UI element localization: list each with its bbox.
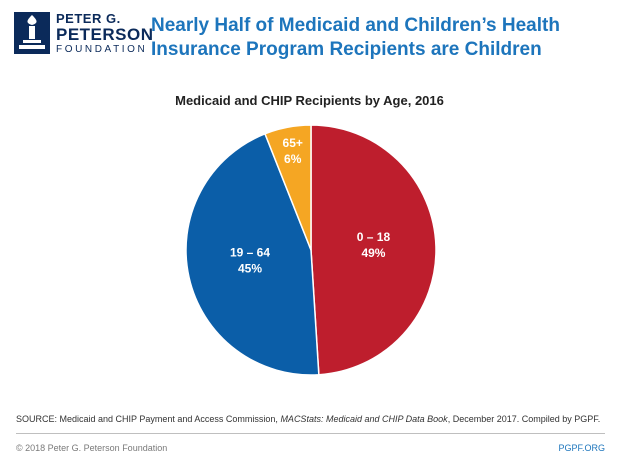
- pie-slice-19-64: [185, 132, 320, 376]
- slice-label-0-18: 0 – 18: [357, 230, 391, 244]
- source-note: SOURCE: Medicaid and CHIP Payment and Ac…: [16, 414, 606, 424]
- slice-value-19-64: 45%: [238, 262, 262, 276]
- slice-value-65plus: 6%: [284, 152, 302, 166]
- page-title: Nearly Half of Medicaid and Children’s H…: [151, 15, 560, 60]
- source-suffix: , December 2017. Compiled by PGPF.: [447, 414, 601, 424]
- logo-line-3: FOUNDATION: [56, 44, 148, 55]
- pie-slice-0-18: [310, 124, 437, 376]
- slice-label-19-64: 19 – 64: [230, 246, 270, 260]
- source-publication: MACStats: Medicaid and CHIP Data Book: [280, 414, 448, 424]
- logo-wordmark: PETER G. PETERSON FOUNDATION: [56, 12, 154, 56]
- logo-line-1: PETER G.: [56, 11, 121, 26]
- slice-label-65plus: 65+: [283, 136, 303, 150]
- footer-divider: [16, 433, 605, 434]
- pie-slice-65plus: [264, 124, 312, 251]
- torch-logo-icon: [14, 12, 50, 54]
- logo: PETER G. PETERSON FOUNDATION: [14, 12, 153, 58]
- copyright: © 2018 Peter G. Peterson Foundation: [16, 443, 168, 453]
- logo-line-2: PETERSON: [56, 25, 154, 44]
- chart-title: Medicaid and CHIP Recipients by Age, 201…: [175, 93, 444, 108]
- site-link[interactable]: PGPF.ORG: [558, 443, 605, 453]
- source-prefix: SOURCE: Medicaid and CHIP Payment and Ac…: [16, 414, 281, 424]
- slice-value-0-18: 49%: [361, 246, 385, 260]
